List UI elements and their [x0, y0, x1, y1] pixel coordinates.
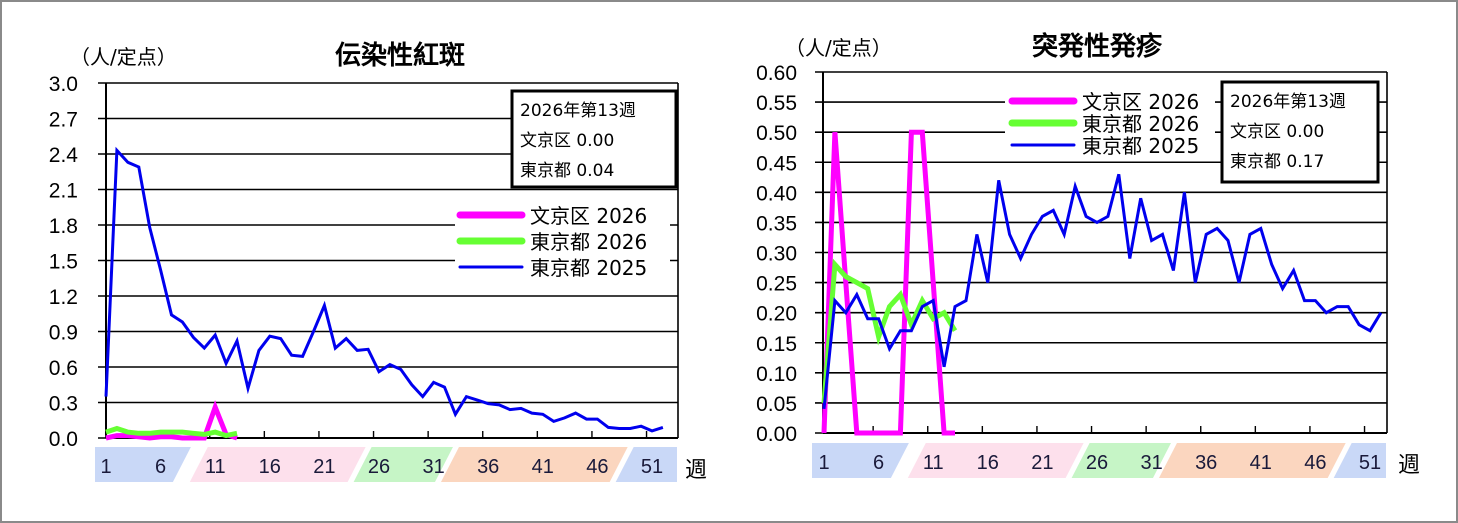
chart-title: 伝染性紅斑 — [335, 41, 465, 71]
y-tick-label: 0.05 — [756, 393, 797, 416]
info-bunkyo: 文京区 0.00 — [1230, 122, 1324, 142]
week-band-axis: 1 6 11 16 21 26 31 36 41 46 51 — [812, 443, 1386, 478]
y-unit-label: （人/定点） — [70, 45, 177, 69]
info-week: 2026年第13週 — [520, 101, 636, 121]
x-tick-label: 36 — [477, 456, 499, 478]
y-tick-label: 0.9 — [49, 322, 78, 345]
x-tick-label: 31 — [1140, 452, 1162, 474]
series-line-0 — [821, 129, 955, 436]
x-tick-label: 31 — [422, 456, 444, 478]
x-tick-label: 16 — [259, 456, 281, 478]
week-band — [440, 447, 628, 482]
y-tick-label: 0.60 — [756, 62, 797, 85]
x-tick-label: 21 — [313, 456, 335, 478]
chart-title: 突発性発疹 — [1032, 31, 1163, 62]
y-tick-label: 0.30 — [756, 243, 797, 266]
y-tick-label: 1.2 — [49, 286, 78, 309]
info-tokyo: 東京都 0.04 — [520, 161, 614, 181]
legend-label: 文京区 2026 — [1082, 90, 1199, 114]
week-band — [95, 447, 191, 482]
series-line-2 — [104, 146, 664, 433]
y-tick-label: 0.25 — [756, 273, 797, 296]
chart-exanthem-subitum: （人/定点） 突発性発疹 0.00 0.05 0.10 0.15 0.20 0.25 0.3… — [756, 31, 1420, 478]
week-band-axis: 1 6 11 16 21 26 31 36 41 46 51 — [95, 447, 677, 482]
series-lines — [821, 129, 1383, 436]
x-tick-label: 41 — [1250, 452, 1272, 474]
series-lines — [104, 146, 664, 441]
x-tick-label: 51 — [641, 456, 663, 478]
week-band — [189, 447, 366, 482]
y-tick-label: 0.00 — [756, 423, 797, 446]
x-tick-label: 51 — [1359, 452, 1381, 474]
x-tick-label: 26 — [368, 456, 390, 478]
y-tick-label: 2.4 — [49, 144, 79, 167]
y-tick-label: 2.7 — [49, 109, 78, 132]
series-line-2 — [822, 173, 1383, 410]
x-tick-label: 6 — [873, 452, 884, 474]
legend-label: 東京都 2025 — [530, 256, 647, 280]
x-tick-label: 11 — [205, 456, 226, 478]
y-tick-label: 1.5 — [49, 251, 78, 274]
x-tick-label: 36 — [1195, 452, 1217, 474]
y-tick-label: 0.10 — [756, 363, 797, 386]
x-axis-label: 週 — [1398, 453, 1420, 478]
x-tick-label: 26 — [1086, 452, 1108, 474]
y-unit-label: （人/定点） — [785, 36, 892, 60]
week-band — [1071, 443, 1171, 478]
series-line-1 — [821, 258, 958, 404]
y-axis-ticks: 0.00 0.05 0.10 0.15 0.20 0.25 0.30 0.35 0.40 0.45… — [756, 62, 797, 446]
x-tick-label: 11 — [923, 452, 944, 474]
legend-label: 東京都 2026 — [530, 230, 647, 254]
x-tick-label: 46 — [1304, 452, 1326, 474]
week-band — [1333, 443, 1386, 478]
y-tick-label: 0.20 — [756, 303, 797, 326]
legend-label: 東京都 2026 — [1082, 112, 1199, 136]
y-tick-label: 0.40 — [756, 182, 797, 205]
y-tick-label: 0.15 — [756, 333, 797, 356]
x-tick-label: 6 — [155, 456, 166, 478]
legend-label: 東京都 2025 — [1082, 134, 1199, 158]
y-tick-label: 0.55 — [756, 92, 797, 115]
y-tick-label: 2.1 — [49, 180, 78, 203]
week-band — [615, 447, 677, 482]
x-tick-label: 1 — [100, 456, 111, 478]
week-band — [907, 443, 1084, 478]
y-tick-label: 0.3 — [49, 393, 78, 416]
x-tick-label: 41 — [532, 456, 554, 478]
week-band — [353, 447, 453, 482]
series-line-1 — [105, 425, 238, 439]
week-band — [1158, 443, 1346, 478]
x-axis-label: 週 — [685, 458, 707, 483]
x-tick-label: 16 — [977, 452, 999, 474]
y-tick-label: 1.8 — [49, 215, 78, 238]
info-box-frame — [1220, 80, 1380, 184]
legend-label: 文京区 2026 — [530, 204, 647, 228]
chart-erythema-infectiosum: （人/定点） 伝染性紅斑 0.0 0.3 0.6 0.9 1.2 1.5 1.8 2.1 2.4… — [49, 41, 707, 483]
info-bunkyo: 文京区 0.00 — [520, 131, 614, 151]
y-tick-label: 0.35 — [756, 212, 797, 235]
x-tick-label: 46 — [586, 456, 608, 478]
y-tick-label: 3.0 — [49, 73, 78, 96]
y-tick-label: 0.0 — [49, 428, 78, 451]
info-box-frame — [510, 89, 678, 189]
week-band — [812, 443, 909, 478]
y-tick-label: 0.6 — [49, 357, 78, 380]
info-week: 2026年第13週 — [1230, 92, 1346, 112]
y-axis-ticks: 0.0 0.3 0.6 0.9 1.2 1.5 1.8 2.1 2.4 2.7 3.0 — [49, 73, 79, 451]
info-tokyo: 東京都 0.17 — [1230, 152, 1324, 172]
y-tick-label: 0.45 — [756, 152, 797, 175]
series-line-0 — [105, 400, 238, 441]
x-tick-label: 21 — [1031, 452, 1053, 474]
y-tick-label: 0.50 — [756, 122, 797, 145]
x-tick-label: 1 — [818, 452, 829, 474]
